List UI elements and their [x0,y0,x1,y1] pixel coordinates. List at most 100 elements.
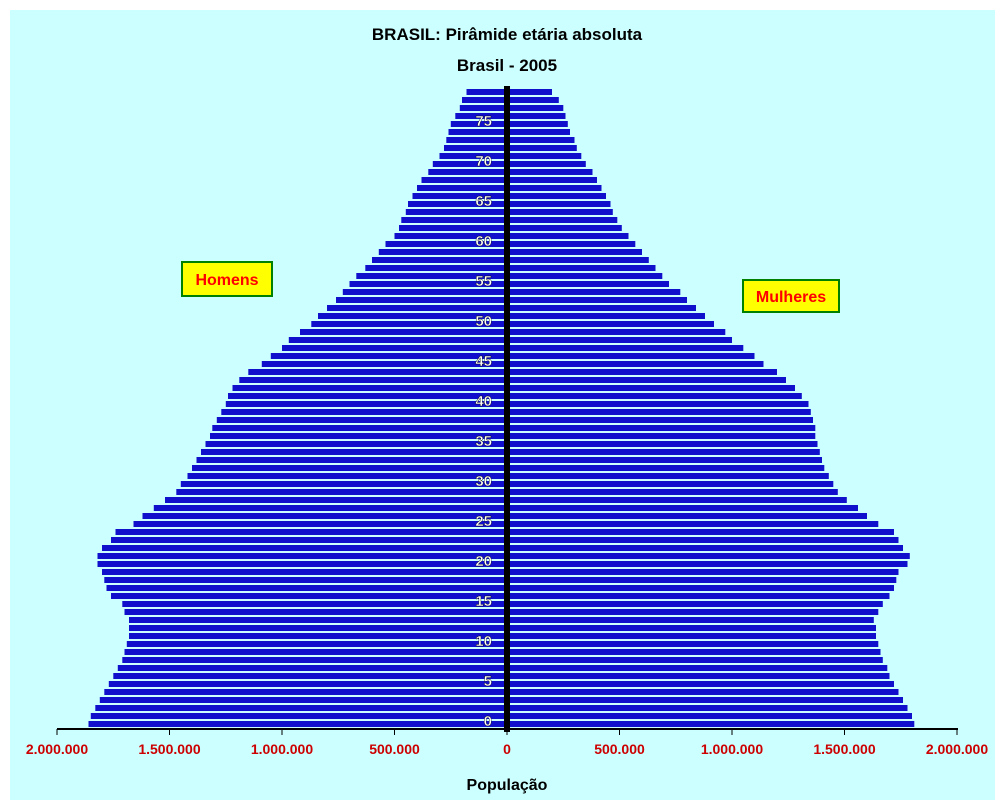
bar-mulheres-age-39 [507,409,811,415]
bar-mulheres-age-43 [507,377,786,383]
bar-mulheres-age-10 [507,641,879,647]
bar-homens-age-39 [221,409,508,415]
bar-mulheres-age-27 [507,505,858,511]
bar-mulheres-age-56 [507,273,663,279]
bar-mulheres-age-47 [507,345,744,351]
bar-mulheres-age-63 [507,217,618,223]
bar-mulheres-age-13 [507,617,874,623]
bar-mulheres-age-49 [507,329,726,335]
bar-mulheres-age-71 [507,153,582,159]
bar-homens-age-26 [142,513,507,519]
y-tick-label: 70 [475,153,492,170]
bar-mulheres-age-4 [507,689,899,695]
bar-homens-age-77 [459,105,508,111]
bar-homens-age-75 [450,121,508,127]
bar-homens-age-13 [129,617,507,623]
x-tick-label: 2.000.000 [926,741,988,757]
bar-mulheres-age-62 [507,225,622,231]
bar-homens-age-16 [111,593,507,599]
bar-homens-age-65 [408,201,507,207]
bar-homens-age-2 [95,705,508,711]
bar-mulheres-age-15 [507,601,883,607]
x-tick-label: 2.000.000 [26,741,88,757]
bar-mulheres-age-52 [507,305,696,311]
y-tick-label: 75 [475,113,492,130]
bar-homens-age-60 [385,241,507,247]
bar-mulheres-age-67 [507,185,602,191]
bar-homens-age-55 [349,281,507,287]
bar-homens-age-47 [282,345,507,351]
bar-mulheres-age-11 [507,633,876,639]
bar-homens-age-71 [439,153,507,159]
bar-mulheres-age-5 [507,681,894,687]
bar-homens-age-10 [126,641,508,647]
bar-homens-age-63 [401,217,508,223]
y-tick-label: 15 [475,593,492,610]
bar-mulheres-age-24 [507,529,894,535]
bar-homens-age-37 [212,425,508,431]
y-tick-label: 0 [484,713,492,730]
bar-mulheres-age-64 [507,209,613,215]
bar-mulheres-age-22 [507,545,903,551]
y-tick-label: 60 [475,233,492,250]
bar-homens-age-54 [342,289,508,295]
annotation-box-left [181,261,273,297]
bar-homens-age-18 [104,577,508,583]
bar-mulheres-age-14 [507,609,879,615]
bar-homens-age-64 [405,209,508,215]
bar-mulheres-age-78 [507,97,559,103]
x-tick-label: 1.500.000 [138,741,200,757]
bar-homens-age-74 [448,129,507,135]
bar-homens-age-43 [239,377,508,383]
bar-homens-age-59 [378,249,508,255]
bar-homens-age-70 [432,161,508,167]
bar-homens-age-12 [129,625,507,631]
bar-homens-age-76 [455,113,508,119]
bar-homens-age-31 [187,473,507,479]
bar-homens-age-44 [248,369,508,375]
y-tick-label: 40 [475,393,492,410]
bar-homens-age-33 [196,457,507,463]
bar-homens-age-3 [99,697,508,703]
x-tick-label: 0 [503,741,511,757]
bar-homens-age-7 [117,665,508,671]
bar-mulheres-age-57 [507,265,656,271]
bar-mulheres-age-35 [507,441,818,447]
bar-homens-age-30 [180,481,508,487]
bar-homens-age-53 [336,297,507,303]
x-axis-label: População [467,777,548,794]
bar-mulheres-age-76 [507,113,566,119]
bar-homens-age-61 [394,233,507,239]
bar-homens-age-8 [122,657,508,663]
bar-homens-age-21 [97,553,507,559]
x-tick-label: 1.500.000 [813,741,875,757]
bar-mulheres-age-18 [507,577,897,583]
bar-homens-age-56 [356,273,508,279]
bar-homens-age-19 [102,569,507,575]
bar-homens-age-6 [113,673,508,679]
bar-mulheres-age-0 [507,721,915,727]
bar-mulheres-age-74 [507,129,570,135]
bar-homens-age-17 [106,585,507,591]
bar-homens-age-67 [417,185,507,191]
y-tick-label: 55 [475,273,492,290]
bar-homens-age-69 [428,169,508,175]
bar-mulheres-age-53 [507,297,687,303]
bar-homens-age-24 [115,529,507,535]
bar-homens-age-50 [311,321,508,327]
annotations-group: Homens Mulheres [181,261,840,313]
bar-mulheres-age-28 [507,497,847,503]
bar-mulheres-age-34 [507,449,820,455]
y-tick-label: 5 [484,673,492,690]
x-tick-label: 1.000.000 [251,741,313,757]
bar-mulheres-age-17 [507,585,894,591]
bar-homens-age-14 [124,609,507,615]
bar-homens-age-1 [90,713,508,719]
bar-mulheres-age-20 [507,561,908,567]
bar-homens-age-79 [466,89,507,95]
bar-mulheres-age-45 [507,361,764,367]
bar-mulheres-age-50 [507,321,714,327]
bar-mulheres-age-54 [507,289,681,295]
bar-mulheres-age-1 [507,713,912,719]
